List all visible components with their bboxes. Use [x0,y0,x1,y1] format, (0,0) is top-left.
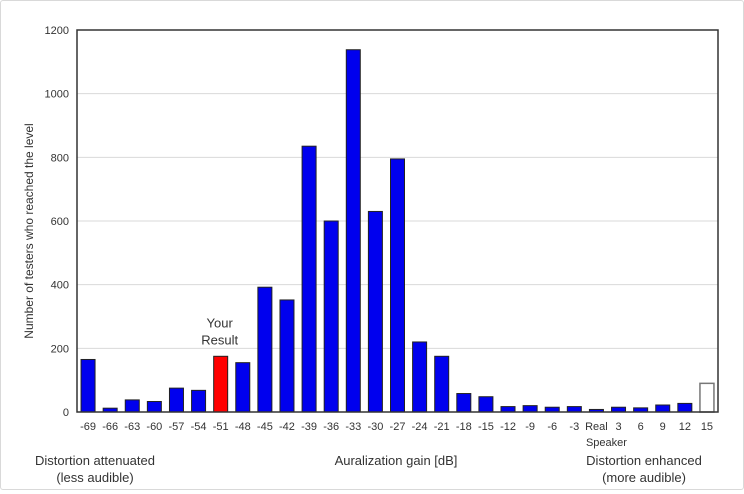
bar [412,341,428,413]
right-note-line2: (more audible) [602,470,686,485]
bar [213,355,229,413]
x-tick-label: -15 [478,421,494,433]
x-tick-label: -24 [412,421,428,433]
bar [279,299,295,413]
y-tick-label: 200 [51,343,69,355]
bar [235,362,251,413]
left-note-line1: Distortion attenuated [35,453,155,468]
your-result-annotation-line2: Result [201,332,238,347]
bar [456,393,472,413]
x-tick-label: -36 [323,421,339,433]
x-tick-label: -60 [146,421,162,433]
y-tick-label: 800 [51,152,69,164]
x-tick-label: -30 [367,421,383,433]
y-tick-labels: 0 200 400 600 800 1000 1200 [45,25,69,419]
x-tick-label: -18 [456,421,472,433]
bar [257,286,273,413]
x-axis-label: Auralization gain [dB] [335,453,458,468]
x-tick-label: -39 [301,421,317,433]
y-tick-label: 600 [51,216,69,228]
y-tick-label: 1200 [45,25,69,37]
bar [500,406,516,413]
x-tick-label: 3 [615,421,621,433]
bar [301,145,317,413]
x-tick-label: -12 [500,421,516,433]
bars [80,49,715,413]
x-tick-label: 15 [701,421,713,433]
bar [345,49,361,413]
bar [146,400,162,413]
x-tick-label: -54 [191,421,207,433]
bar [677,402,693,413]
x-tick-label: -66 [102,421,118,433]
x-tick-label: -48 [235,421,251,433]
bar [478,396,494,413]
bar [124,399,140,413]
bar [323,220,339,413]
bar [390,158,405,413]
bar [80,358,96,413]
bar [566,406,582,413]
bar [699,382,715,413]
right-note-line1: Distortion enhanced [586,453,702,468]
y-tick-label: 0 [63,407,69,419]
y-tick-label: 1000 [45,89,69,101]
x-tick-label: -69 [80,421,96,433]
left-note-line2: (less audible) [56,470,133,485]
bar [191,389,207,413]
y-axis-label: Number of testers who reached the level [22,123,36,338]
y-tick-label: 400 [51,280,69,292]
x-tick-label: -42 [279,421,295,433]
x-tick-labels: -69 -66 -63 -60 -57 -54 -51 -48 -45 -42 -39 -36 -33-… [80,421,713,433]
x-tick-label: 12 [679,421,691,433]
bar [168,387,184,413]
x-tick-label: 6 [638,421,644,433]
x-tick-label: -57 [169,421,185,433]
plot-border [76,29,719,413]
x-tick-label: -6 [547,421,557,433]
x-tick-label: -3 [569,421,579,433]
x-tick-label: -21 [434,421,450,433]
bar [522,405,538,413]
x-tick-label: Real [585,421,608,433]
x-tick-label: -45 [257,421,273,433]
bar [655,404,671,413]
x-tick-label: -9 [525,421,535,433]
your-result-annotation-line1: Your [207,315,234,330]
bar [434,355,450,413]
x-tick-label: -33 [345,421,361,433]
bar [367,210,383,413]
x-tick-label: -27 [390,421,406,433]
x-tick-label: -63 [124,421,140,433]
x-tick-label: -51 [213,421,229,433]
x-tick-label: 9 [660,421,666,433]
real-speaker-sublabel: Speaker [586,437,627,449]
